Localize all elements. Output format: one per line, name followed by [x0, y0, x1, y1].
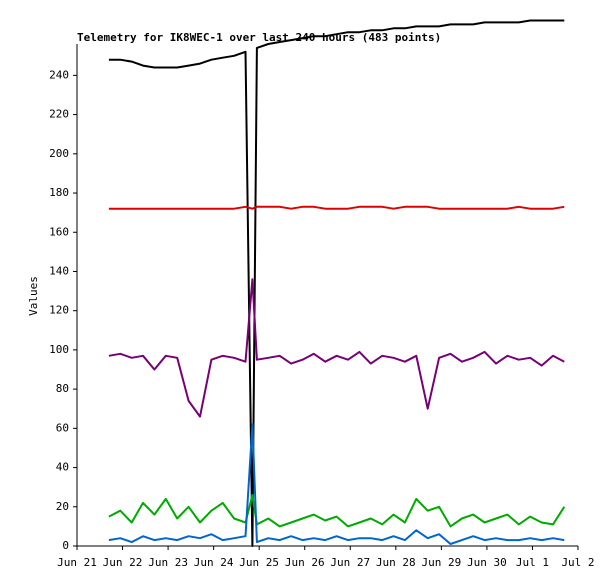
- y-tick-label: 180: [49, 186, 69, 199]
- y-tick-label: 120: [49, 304, 69, 317]
- x-tick-label: Jun 28: [376, 556, 416, 569]
- x-tick-label: Jun 22: [103, 556, 143, 569]
- x-tick-label: Jun 30: [467, 556, 507, 569]
- x-tick-label: Jul 1: [516, 556, 549, 569]
- y-tick-label: 220: [49, 108, 69, 121]
- x-tick-label: Jun 25: [239, 556, 279, 569]
- x-tick-label: Jun 24: [194, 556, 234, 569]
- y-tick-label: 200: [49, 147, 69, 160]
- series-line: [108, 494, 566, 528]
- x-tick-label: Jun 23: [148, 556, 188, 569]
- series-line: [108, 19, 565, 547]
- series-line: [108, 278, 565, 418]
- y-tick-label: 40: [56, 461, 69, 474]
- y-tick-label: 160: [49, 225, 69, 238]
- series-line: [108, 423, 565, 545]
- y-axis-label: Values: [27, 276, 40, 316]
- y-tick-label: 60: [56, 421, 69, 434]
- chart-title: Telemetry for IK8WEC-1 over last 240 hou…: [77, 31, 441, 44]
- y-tick-label: 240: [49, 68, 69, 81]
- x-tick-label: Jun 29: [421, 556, 461, 569]
- series-line: [108, 205, 565, 210]
- x-tick-label: Jun 27: [330, 556, 370, 569]
- x-tick-label: Jun 21: [57, 556, 97, 569]
- y-tick-label: 80: [56, 382, 69, 395]
- y-tick-label: 140: [49, 264, 69, 277]
- y-tick-label: 100: [49, 343, 69, 356]
- y-tick-label: 20: [56, 500, 69, 513]
- x-tick-label: Jul 2: [561, 556, 594, 569]
- x-tick-label: Jun 26: [285, 556, 325, 569]
- y-tick-label: 0: [62, 539, 69, 552]
